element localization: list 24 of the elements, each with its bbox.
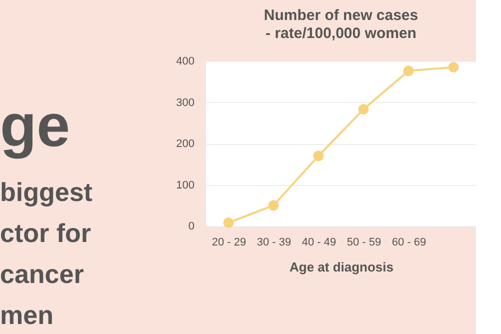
point: [313, 150, 324, 162]
y-tick-label: 100: [176, 179, 194, 192]
chart-title: Number of new cases: [264, 7, 418, 24]
chart-subtitle: - rate/100,000 women: [266, 25, 416, 42]
point: [403, 66, 414, 76]
point: [268, 200, 279, 211]
x-tick-label: 30 - 39: [256, 236, 292, 248]
x-tick-label: 20 - 29: [212, 236, 246, 248]
x-axis-title: Age at diagnosis: [289, 260, 394, 274]
x-tick-label: 40 - 49: [302, 236, 336, 248]
text: cancer: [0, 259, 84, 289]
point: [448, 62, 459, 72]
x-tick-label: 60 - 69: [392, 236, 426, 248]
y-tick-label: 300: [176, 96, 194, 109]
point: [358, 104, 369, 114]
y-tick-label: 400: [176, 56, 194, 68]
text: ctor for: [0, 218, 91, 248]
point: [223, 217, 234, 228]
text: men: [0, 300, 54, 330]
text: ge: [0, 92, 70, 159]
x-tick-label: 50 - 59: [346, 236, 382, 248]
y-tick-label: 200: [176, 138, 194, 150]
y-tick-label: 0: [188, 220, 194, 232]
text: biggest: [0, 177, 93, 207]
